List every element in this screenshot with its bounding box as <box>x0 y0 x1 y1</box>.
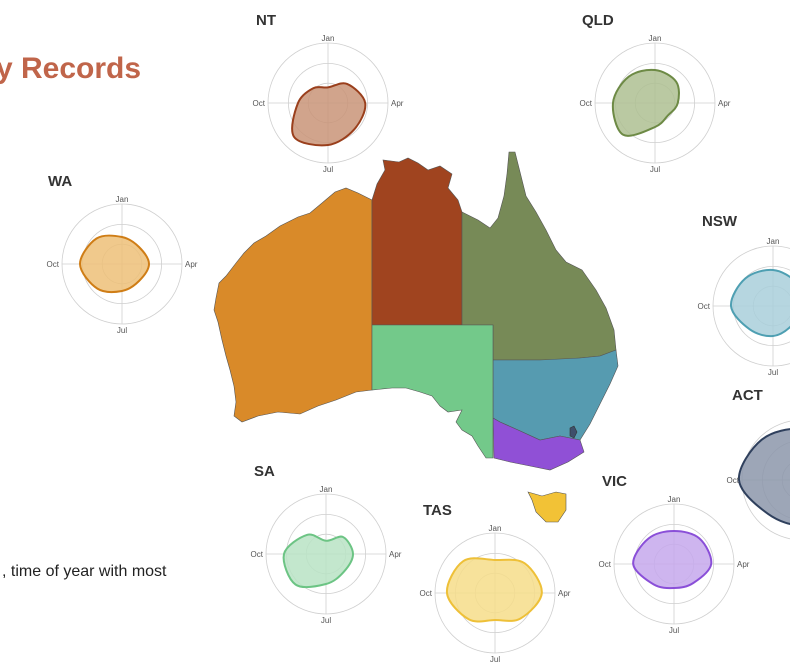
radar-shape-tas <box>445 557 543 623</box>
state-label-act: ACT <box>732 387 763 404</box>
month-label-jan: Jan <box>116 195 129 204</box>
state-label-vic: VIC <box>602 473 627 490</box>
month-label-jul: Jul <box>490 655 500 664</box>
radar-shape-act <box>737 428 790 525</box>
month-label-apr: Apr <box>718 99 731 108</box>
radar-nt: Jan Apr Jul Oct NT <box>253 12 404 174</box>
month-label-jul: Jul <box>650 165 660 174</box>
month-label-apr: Apr <box>737 560 750 569</box>
month-label-jul: Jul <box>768 368 778 377</box>
month-label-jan: Jan <box>489 524 502 533</box>
month-label-oct: Oct <box>420 589 433 598</box>
radar-shape-sa <box>282 533 355 589</box>
month-label-apr: Apr <box>389 550 402 559</box>
month-label-jan: Jan <box>320 485 333 494</box>
state-nsw[interactable] <box>492 349 619 441</box>
state-label-qld: QLD <box>582 12 614 29</box>
radar-wa: Jan Apr Jul Oct WA <box>47 173 198 335</box>
state-act[interactable] <box>569 425 578 439</box>
radar-nsw: JanAprJulOctNSW <box>698 213 790 377</box>
month-label-oct: Oct <box>47 260 60 269</box>
month-label-jul: Jul <box>321 616 331 625</box>
radar-shape-nsw <box>729 268 790 338</box>
page-subtitle: , time of year with most <box>2 563 167 580</box>
state-sa[interactable] <box>371 324 494 459</box>
month-label-jan: Jan <box>322 34 335 43</box>
month-label-oct: Oct <box>599 560 612 569</box>
month-label-jul: Jul <box>323 165 333 174</box>
state-label-nt: NT <box>256 12 276 29</box>
state-label-tas: TAS <box>423 502 452 519</box>
radar-shape-vic <box>632 529 713 590</box>
state-nt[interactable] <box>371 157 463 326</box>
month-label-jul: Jul <box>669 626 679 635</box>
month-label-oct: Oct <box>698 302 711 311</box>
month-label-oct: Oct <box>251 550 264 559</box>
radar-tas: Jan Apr Jul Oct TAS <box>420 502 571 664</box>
state-label-wa: WA <box>48 173 72 190</box>
state-label-sa: SA <box>254 463 275 480</box>
month-label-oct: Oct <box>253 99 266 108</box>
radar-shape-wa <box>78 234 151 293</box>
month-label-jan: Jan <box>649 34 662 43</box>
state-wa[interactable] <box>213 187 373 423</box>
radar-shape-qld <box>611 68 680 137</box>
australia-map <box>213 151 619 523</box>
state-vic[interactable] <box>492 417 585 471</box>
radar-shape-nt <box>291 82 367 147</box>
radar-charts: Jan Apr Jul Oct WA Jan Apr Jul Oct NT Jan Apr Jul Oct… <box>47 12 790 664</box>
month-label-oct: Oct <box>727 476 740 485</box>
month-label-jan: Jan <box>668 495 681 504</box>
month-label-oct: Oct <box>580 99 593 108</box>
radar-sa: Jan Apr Jul Oct SA <box>251 463 402 625</box>
radar-qld: Jan Apr Jul Oct QLD <box>580 12 731 174</box>
radar-act: JanAprJulOctACT <box>727 387 790 540</box>
month-label-jul: Jul <box>117 326 127 335</box>
radar-vic: Jan Apr Jul Oct VIC <box>599 473 750 635</box>
page-title: y Records <box>0 52 142 85</box>
month-label-apr: Apr <box>391 99 404 108</box>
month-label-apr: Apr <box>185 260 198 269</box>
state-tas[interactable] <box>527 491 567 523</box>
month-label-apr: Apr <box>558 589 571 598</box>
month-label-jan: Jan <box>767 237 780 246</box>
state-label-nsw: NSW <box>702 213 738 230</box>
